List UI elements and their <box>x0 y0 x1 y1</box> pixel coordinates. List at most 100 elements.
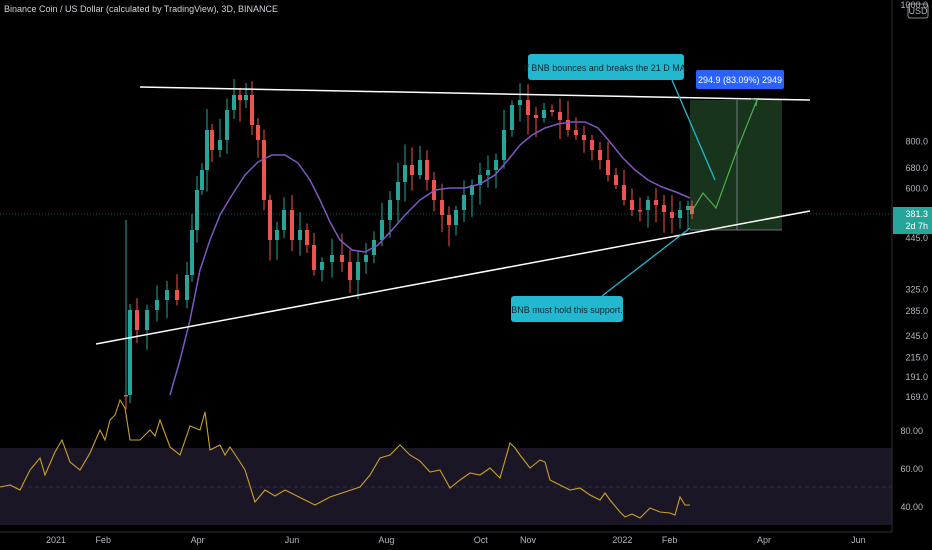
price-tick-label: 600.0 <box>905 184 928 194</box>
candle <box>550 104 554 117</box>
candle <box>425 150 429 191</box>
candle <box>256 118 260 158</box>
candle <box>175 274 179 306</box>
candle-body <box>388 200 392 220</box>
candle <box>518 83 522 122</box>
candle-body <box>205 130 209 170</box>
candle <box>275 221 279 260</box>
candle <box>128 303 132 404</box>
candle-body <box>454 210 458 225</box>
candle-body <box>566 120 570 130</box>
candle <box>526 84 530 135</box>
price-tick-label: 215.0 <box>905 352 928 362</box>
candle-body <box>165 290 169 300</box>
candle <box>418 146 422 180</box>
candle <box>268 194 272 261</box>
candle-body <box>175 290 179 300</box>
candle-body <box>418 160 422 175</box>
candle <box>396 162 400 222</box>
candle-body <box>646 200 650 210</box>
candle-body <box>340 255 344 262</box>
candle <box>662 194 666 233</box>
time-tick-label: Apr <box>757 535 771 545</box>
price-tick-label: 169.0 <box>905 392 928 402</box>
candle-body <box>268 200 272 240</box>
candle <box>558 98 562 139</box>
candle <box>622 169 626 206</box>
annotations: If BNB bounces and breaks the 21 D MA. BN… <box>511 54 784 322</box>
chart-title: Binance Coin / US Dollar (calculated by … <box>4 4 278 14</box>
candle <box>534 106 538 137</box>
candle-body <box>238 95 242 100</box>
candle-body <box>654 200 658 205</box>
candle-body <box>282 210 286 230</box>
candle-body <box>145 310 149 330</box>
target-zone <box>690 100 782 231</box>
candle-body <box>250 95 254 125</box>
ma-21-line <box>169 121 691 396</box>
candle-body <box>606 160 610 175</box>
candle <box>510 100 514 137</box>
candle-body <box>320 262 324 270</box>
candle <box>388 191 392 238</box>
candle-body <box>630 200 634 210</box>
candle-body <box>534 115 538 118</box>
candle <box>486 155 490 188</box>
candle-body <box>410 165 414 175</box>
candle <box>185 262 189 309</box>
candle-body <box>364 255 368 262</box>
candle-body <box>305 230 309 245</box>
candle <box>606 141 610 182</box>
candle <box>145 304 149 350</box>
candle-body <box>155 300 159 310</box>
candle <box>225 98 229 154</box>
candle <box>320 257 324 282</box>
candle-body <box>298 230 302 240</box>
candle <box>238 87 242 122</box>
last-price-tag <box>893 207 932 234</box>
candle-body <box>598 150 602 160</box>
measure-label-text: 294.9 (83.09%) 2949 <box>698 75 782 85</box>
candle <box>205 109 209 192</box>
rsi-band <box>0 448 892 525</box>
callout-top-text: If BNB bounces and breaks the 21 D MA. <box>524 63 689 73</box>
candle <box>574 117 578 140</box>
target-zone-rect <box>690 100 782 230</box>
candle-body <box>678 210 682 218</box>
moving-average <box>169 121 691 396</box>
candle <box>155 285 159 322</box>
candle-body <box>502 130 506 160</box>
candle <box>282 197 286 239</box>
candle-body <box>686 206 690 210</box>
last-price-value: 381.3 <box>905 209 928 219</box>
time-tick-label: Aug <box>378 535 394 545</box>
candle <box>262 129 266 211</box>
price-tick-label: 245.0 <box>905 331 928 341</box>
rsi-tick-label: 40.00 <box>900 502 923 512</box>
candle <box>356 250 360 300</box>
candle <box>218 118 222 158</box>
time-tick-label: Oct <box>474 535 489 545</box>
candle-body <box>396 182 400 200</box>
candle-body <box>590 140 594 150</box>
candle <box>598 141 602 170</box>
time-tick-label: Nov <box>520 535 537 545</box>
candle-body <box>380 220 384 240</box>
candle <box>348 250 352 293</box>
candle-body <box>244 95 248 100</box>
candle-body <box>526 100 530 115</box>
candle <box>330 238 334 278</box>
candle-body <box>312 245 316 270</box>
candle-body <box>670 212 674 218</box>
support-trendline <box>95 210 811 345</box>
candle-body <box>494 160 498 170</box>
candle <box>494 153 498 189</box>
candle <box>502 109 506 169</box>
candle-body <box>614 175 618 185</box>
candle <box>298 212 302 256</box>
candle <box>686 200 690 230</box>
price-tick-label: 325.0 <box>905 284 928 294</box>
candle-body <box>470 185 474 195</box>
candle <box>462 180 466 222</box>
